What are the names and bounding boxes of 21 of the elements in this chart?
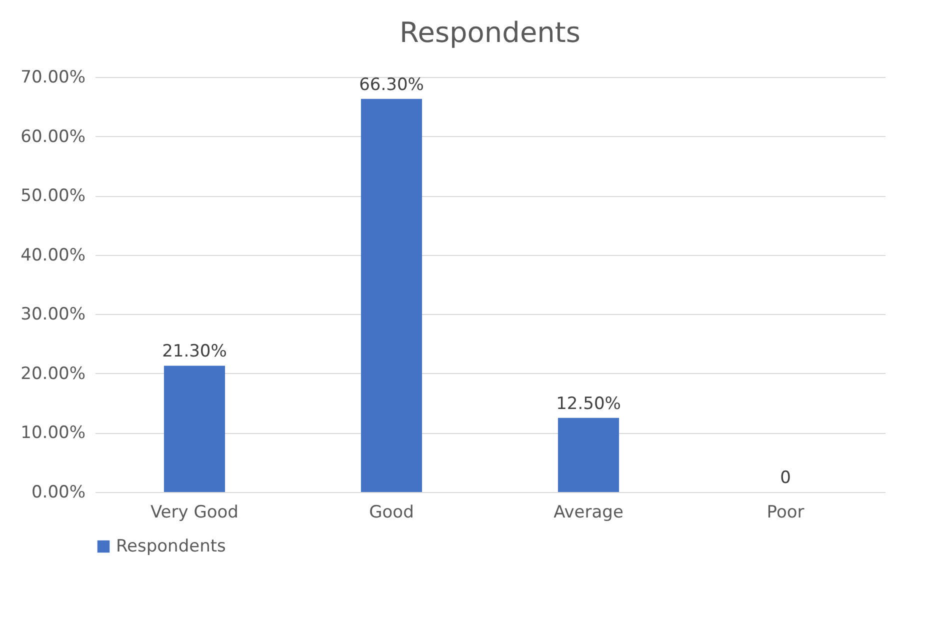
data-label: 21.30% [162,342,227,362]
bar [558,418,620,492]
y-tick-label: 50.00% [20,186,86,206]
y-tick-label: 30.00% [20,304,86,325]
y-tick-label: 70.00% [20,68,86,88]
y-tick-label: 0.00% [31,482,86,502]
bar [360,98,422,492]
data-label: 12.50% [556,394,621,414]
x-tick-label: Average [554,502,624,522]
data-label: 0 [780,468,791,488]
x-tick-label: Good [369,502,414,522]
x-tick-label: Very Good [150,502,238,522]
y-tick-label: 10.00% [20,423,86,444]
data-label: 66.30% [359,74,424,95]
y-tick-label: 60.00% [20,126,86,147]
legend-label: Respondents [116,536,226,556]
y-tick-label: 20.00% [20,364,86,384]
chart-title: Respondents [400,16,580,49]
y-tick-label: 40.00% [20,245,86,266]
x-tick-label: Poor [766,502,804,522]
bar [164,366,226,492]
